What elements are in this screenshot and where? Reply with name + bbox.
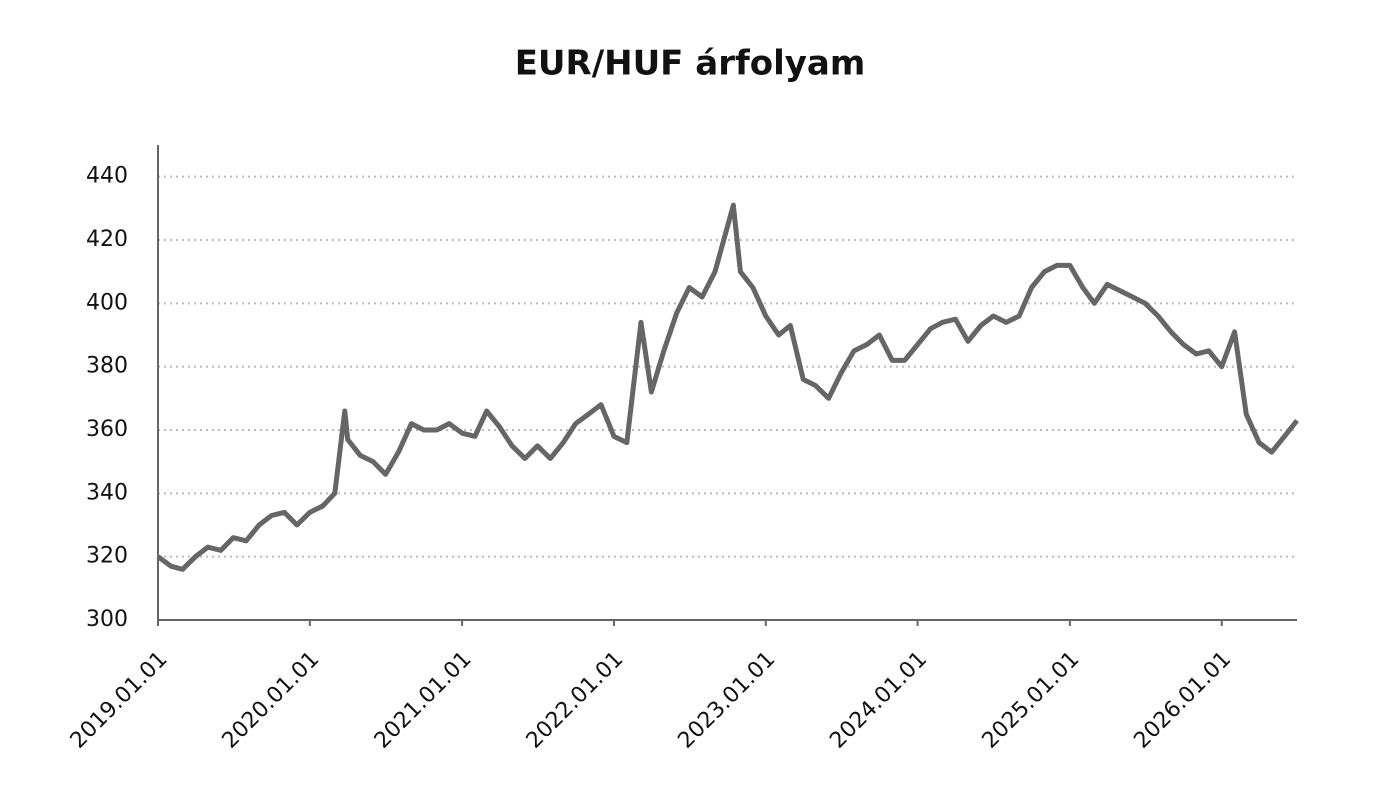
y-tick-label: 400 bbox=[86, 290, 128, 315]
x-tick-label: 2021.01.01 bbox=[370, 647, 477, 754]
x-tick-label: 2022.01.01 bbox=[522, 647, 629, 754]
y-tick-label: 340 bbox=[86, 480, 128, 505]
x-tick-label: 2019.01.01 bbox=[66, 647, 173, 754]
x-tick-label: 2024.01.01 bbox=[825, 647, 932, 754]
y-tick-label: 440 bbox=[86, 164, 128, 189]
y-tick-label: 360 bbox=[86, 417, 128, 442]
x-tick-label: 2026.01.01 bbox=[1129, 647, 1236, 754]
x-tick-label: 2020.01.01 bbox=[218, 647, 325, 754]
y-tick-label: 300 bbox=[86, 607, 128, 632]
x-tick-label: 2023.01.01 bbox=[674, 647, 781, 754]
chart-title: EUR/HUF árfolyam bbox=[515, 44, 866, 84]
y-tick-label: 320 bbox=[86, 544, 128, 569]
data-line bbox=[156, 202, 1299, 572]
y-tick-label: 420 bbox=[86, 227, 128, 252]
y-tick-label: 380 bbox=[86, 354, 128, 379]
x-tick-label: 2025.01.01 bbox=[978, 647, 1085, 754]
